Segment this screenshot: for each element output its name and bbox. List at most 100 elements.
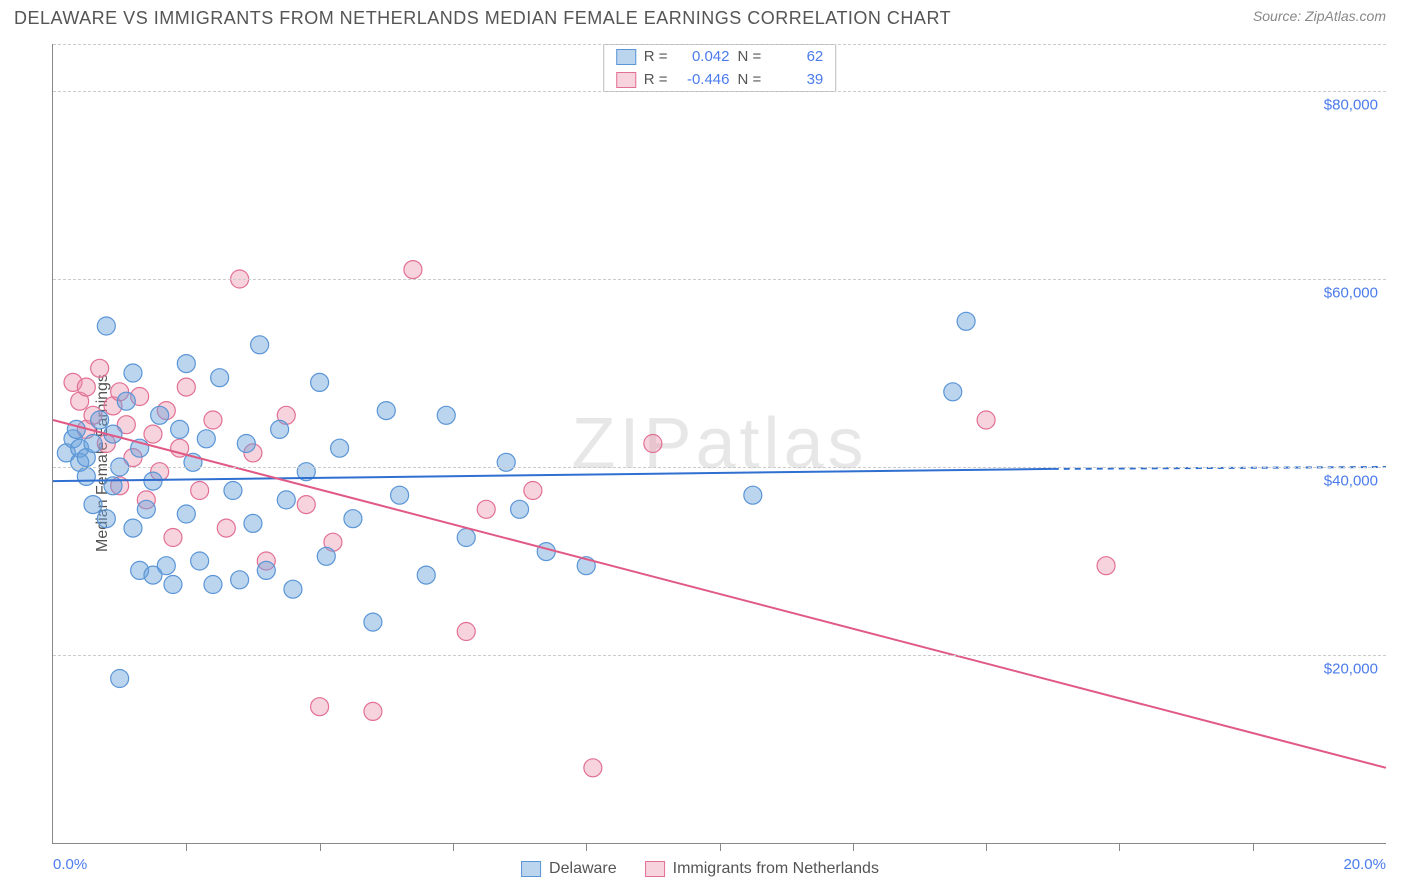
scatter-point <box>164 529 182 547</box>
scatter-point <box>331 439 349 457</box>
scatter-point <box>457 529 475 547</box>
gridline <box>53 467 1386 468</box>
x-tick <box>1253 843 1254 851</box>
scatter-point <box>317 547 335 565</box>
gridline <box>53 655 1386 656</box>
x-tick <box>853 843 854 851</box>
n-value-pink: 39 <box>769 71 823 88</box>
scatter-point <box>204 576 222 594</box>
gridline <box>53 91 1386 92</box>
scatter-point <box>284 580 302 598</box>
scatter-point <box>311 698 329 716</box>
legend-item-blue: Delaware <box>521 860 617 878</box>
scatter-point <box>117 392 135 410</box>
scatter-point <box>177 378 195 396</box>
scatter-point <box>277 491 295 509</box>
scatter-point <box>197 430 215 448</box>
scatter-point <box>97 510 115 528</box>
swatch-blue <box>616 49 636 65</box>
scatter-point <box>257 561 275 579</box>
scatter-point <box>271 420 289 438</box>
x-tick <box>320 843 321 851</box>
legend-label-pink: Immigrants from Netherlands <box>673 860 879 878</box>
scatter-point <box>404 261 422 279</box>
gridline <box>53 279 1386 280</box>
scatter-point <box>297 496 315 514</box>
scatter-point <box>97 317 115 335</box>
swatch-blue <box>521 861 541 877</box>
scatter-point <box>67 420 85 438</box>
scatter-point <box>344 510 362 528</box>
scatter-point <box>217 519 235 537</box>
scatter-point <box>191 552 209 570</box>
scatter-point <box>744 486 762 504</box>
r-label: R = <box>644 48 668 65</box>
n-value-blue: 62 <box>769 48 823 65</box>
scatter-point <box>144 425 162 443</box>
stats-row-pink: R = -0.446 N = 39 <box>604 68 836 91</box>
x-tick <box>720 843 721 851</box>
r-value-blue: 0.042 <box>676 48 730 65</box>
scatter-point <box>204 411 222 429</box>
plot-svg <box>53 44 1386 843</box>
scatter-point <box>944 383 962 401</box>
x-tick-label: 0.0% <box>53 856 87 873</box>
scatter-point <box>157 557 175 575</box>
chart-title: DELAWARE VS IMMIGRANTS FROM NETHERLANDS … <box>14 8 951 29</box>
y-tick-label: $40,000 <box>1324 473 1378 490</box>
x-tick <box>586 843 587 851</box>
scatter-point <box>84 496 102 514</box>
n-label: N = <box>738 71 762 88</box>
scatter-point <box>457 623 475 641</box>
scatter-point <box>977 411 995 429</box>
x-tick <box>186 843 187 851</box>
scatter-point <box>177 355 195 373</box>
scatter-point <box>137 500 155 518</box>
scatter-point <box>91 359 109 377</box>
scatter-point <box>151 406 169 424</box>
scatter-point <box>511 500 529 518</box>
scatter-point <box>111 670 129 688</box>
scatter-point <box>391 486 409 504</box>
scatter-point <box>91 411 109 429</box>
series-legend: Delaware Immigrants from Netherlands <box>521 860 879 878</box>
swatch-pink <box>645 861 665 877</box>
scatter-point <box>377 402 395 420</box>
scatter-point <box>77 467 95 485</box>
chart-area: Median Female Earnings ZIPatlas R = 0.04… <box>14 34 1386 892</box>
scatter-point <box>364 613 382 631</box>
scatter-point <box>231 571 249 589</box>
source-label: Source: ZipAtlas.com <box>1253 8 1386 24</box>
scatter-point <box>144 472 162 490</box>
scatter-point <box>84 435 102 453</box>
x-tick <box>453 843 454 851</box>
x-tick <box>1119 843 1120 851</box>
scatter-point <box>211 369 229 387</box>
scatter-point <box>171 420 189 438</box>
y-tick-label: $60,000 <box>1324 285 1378 302</box>
scatter-point <box>497 453 515 471</box>
scatter-point <box>77 378 95 396</box>
scatter-point <box>224 482 242 500</box>
scatter-point <box>164 576 182 594</box>
scatter-point <box>1097 557 1115 575</box>
y-tick-label: $80,000 <box>1324 97 1378 114</box>
scatter-point <box>244 514 262 532</box>
scatter-point <box>584 759 602 777</box>
scatter-point <box>364 702 382 720</box>
scatter-point <box>537 543 555 561</box>
legend-label-blue: Delaware <box>549 860 617 878</box>
scatter-point <box>417 566 435 584</box>
scatter-point <box>177 505 195 523</box>
scatter-point <box>124 519 142 537</box>
r-value-pink: -0.446 <box>676 71 730 88</box>
legend-item-pink: Immigrants from Netherlands <box>645 860 879 878</box>
stats-row-blue: R = 0.042 N = 62 <box>604 45 836 68</box>
x-tick <box>986 843 987 851</box>
scatter-point <box>477 500 495 518</box>
scatter-point <box>251 336 269 354</box>
r-label: R = <box>644 71 668 88</box>
scatter-point <box>524 482 542 500</box>
x-tick-label: 20.0% <box>1343 856 1386 873</box>
scatter-point <box>437 406 455 424</box>
